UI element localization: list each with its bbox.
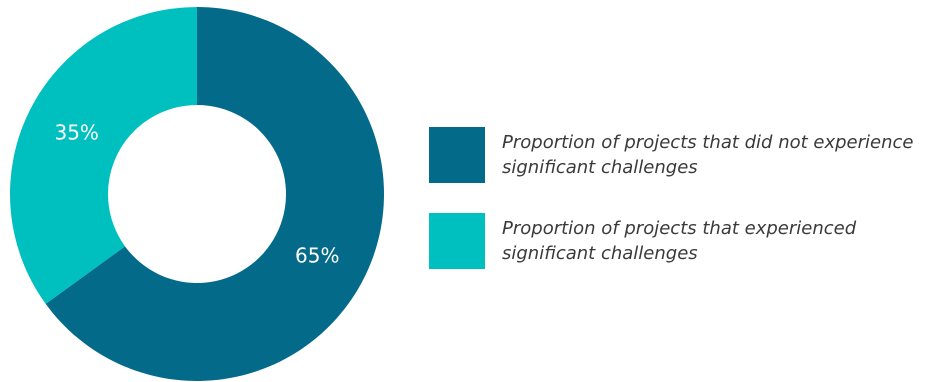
donut-slice-no-challenges xyxy=(45,7,385,381)
legend-swatch-challenges xyxy=(429,213,485,269)
slice-label-challenges: 35% xyxy=(54,121,98,145)
chart-legend: Proportion of projects that did not expe… xyxy=(429,127,929,299)
donut-chart: 65% 35% xyxy=(9,7,385,381)
donut-slice-challenges xyxy=(9,7,197,304)
legend-item-challenges: Proportion of projects that experienced … xyxy=(429,213,929,269)
legend-label-no-challenges: Proportion of projects that did not expe… xyxy=(502,132,914,178)
legend-item-no-challenges: Proportion of projects that did not expe… xyxy=(429,127,929,183)
slice-label-no-challenges: 65% xyxy=(295,243,339,267)
legend-swatch-no-challenges xyxy=(429,127,485,183)
legend-label-challenges: Proportion of projects that experienced … xyxy=(502,218,857,264)
